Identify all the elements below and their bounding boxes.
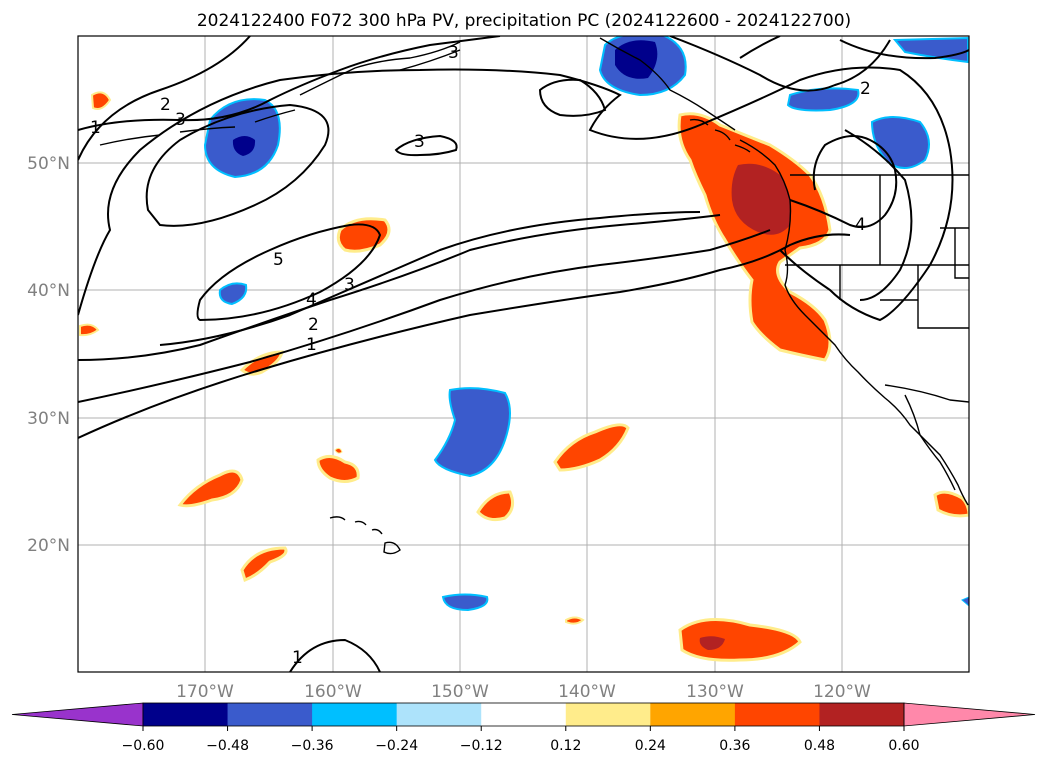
pv-contour-2-east-loop: [669, 36, 891, 92]
colorbar-segment: [650, 703, 736, 726]
coastline-bc-islands: [689, 118, 751, 153]
pos-precip-south-east: [678, 618, 802, 662]
pv-contour-3-east: [78, 36, 501, 131]
colorbar-tick-label: −0.48: [206, 738, 249, 754]
pv-label: 1: [90, 118, 101, 138]
pv-contour-1-south: [78, 233, 851, 439]
lon-tick: 170°W: [176, 682, 234, 702]
pv-contour-3-middle: [394, 134, 458, 157]
colorbar-segment: [143, 703, 229, 726]
lat-tick: 30°N: [27, 409, 70, 429]
colorbar-frame: [142, 702, 905, 727]
pv-contour-3-ne-border: [844, 129, 913, 301]
pos-precip-subtropic-3: [240, 546, 288, 582]
pv-label: 3: [448, 43, 459, 63]
lat-tick-labels: 50°N 40°N 30°N 20°N: [27, 154, 70, 556]
coastline-hawaii: [329, 516, 401, 555]
coastline-baja: [904, 394, 956, 491]
pv-label: 2: [160, 95, 171, 115]
lon-tick: 150°W: [431, 682, 489, 702]
pv-contour-5-inner: [196, 223, 382, 322]
pv-label: 2: [308, 315, 319, 335]
colorbar: −0.60 −0.48 −0.36 −0.24 −0.12 0.12 0.24 0.36 0.4…: [11, 702, 1036, 754]
map-area: 1 2 3 3 3 5 4 3 2 1 2 4 1: [78, 36, 969, 672]
lat-tick: 40°N: [27, 281, 70, 301]
pv-contour-3-inner: [78, 214, 721, 361]
colorbar-segment: [312, 703, 398, 726]
pv-contour-2-south: [78, 229, 771, 403]
neg-precip-rockies: [870, 116, 930, 169]
neg-precip-south: [441, 593, 489, 612]
lon-tick: 130°W: [686, 682, 744, 702]
colorbar-tick-label: 0.60: [888, 738, 919, 754]
pos-precip-baja: [933, 490, 969, 518]
pos-precip-subtropic-4: [553, 423, 630, 472]
pv-label: 3: [344, 275, 355, 295]
pv-contour-3-loop-west: [145, 103, 330, 227]
pos-precip-far-west: [79, 323, 100, 337]
colorbar-extend-high: [903, 702, 1036, 727]
pv-contour-4-inner: [159, 211, 701, 346]
pos-precip-subtropic-2: [316, 455, 360, 483]
map-title: 2024122400 F072 300 hPa PV, precipitatio…: [197, 11, 851, 31]
lat-tick: 20°N: [27, 536, 70, 556]
pv-label: 5: [273, 250, 284, 270]
colorbar-segment: [565, 703, 651, 726]
colorbar-tick-label: −0.60: [122, 738, 165, 754]
lat-tick: 50°N: [27, 154, 70, 174]
colorbar-tick-label: 0.12: [550, 738, 581, 754]
pos-precip-south-east-core: [699, 636, 725, 650]
border-us-mexico: [884, 384, 969, 403]
neg-precip-alaska-core: [615, 40, 658, 79]
pv-label: 2: [860, 79, 871, 99]
lon-tick: 120°W: [813, 682, 871, 702]
pv-label: 1: [306, 335, 317, 355]
pos-precip-tiny: [565, 616, 585, 625]
pv-label: 4: [306, 290, 317, 310]
pv-label: 3: [175, 110, 186, 130]
pv-contour-2-north-east: [839, 39, 969, 60]
pos-precip-tiny-2: [334, 447, 343, 454]
map-frame: [77, 35, 970, 673]
colorbar-tick-label: −0.12: [460, 738, 503, 754]
neg-precip-edge-east: [961, 596, 969, 607]
pv-contours: [78, 36, 969, 672]
pos-precip-35n: [239, 350, 284, 376]
coastline-alaska: [299, 37, 736, 131]
colorbar-extend-low: [11, 702, 144, 727]
pv-contour-2-big: [78, 66, 954, 322]
pv-label: 4: [855, 215, 866, 235]
neg-precip-small-40n: [218, 282, 248, 306]
pv-contour-1-south-tip: [289, 638, 381, 672]
pv-label: 1: [292, 648, 303, 668]
pos-precip-far-west-north: [90, 91, 112, 110]
pv-contour-mid-eastside: [538, 78, 607, 117]
contour-labels: 1 2 3 3 3 5 4 3 2 1 2 4 1: [90, 43, 871, 668]
colorbar-segment: [481, 703, 567, 726]
lon-tick-labels: 170°W 160°W 150°W 140°W 130°W 120°W: [176, 682, 871, 702]
pos-precip-subtropic-1: [177, 469, 244, 508]
lon-tick: 140°W: [558, 682, 616, 702]
colorbar-tick-label: −0.24: [375, 738, 418, 754]
pos-precip-subtropic-5: [476, 490, 515, 521]
colorbar-segment: [396, 703, 482, 726]
lon-tick: 160°W: [304, 682, 362, 702]
pv-contour-1-big: [78, 36, 781, 161]
colorbar-tick-label: −0.36: [291, 738, 334, 754]
neg-precip-aleutian-core: [232, 136, 256, 156]
neg-precip-central: [433, 387, 511, 478]
colorbar-tick-label: 0.36: [719, 738, 750, 754]
colorbar-tick-label: 0.24: [635, 738, 666, 754]
colorbar-segment: [227, 703, 313, 726]
colorbar-tick-label: 0.48: [804, 738, 835, 754]
coastline-aleutians: [99, 109, 296, 146]
pos-precip-west-coast-core: [731, 163, 792, 235]
pv-label: 3: [414, 132, 425, 152]
colorbar-segment: [819, 703, 905, 726]
colorbar-segment: [734, 703, 820, 726]
